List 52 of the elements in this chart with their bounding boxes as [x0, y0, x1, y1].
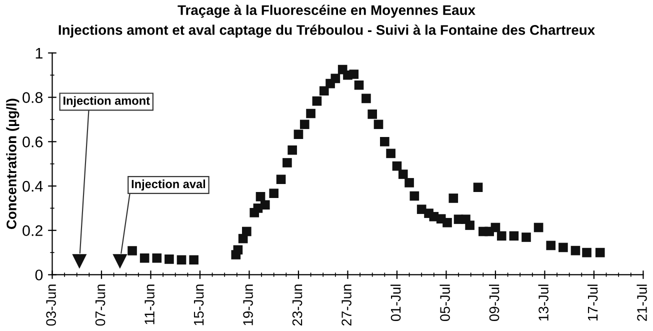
point: [448, 194, 458, 203]
point: [330, 74, 340, 84]
y-tick-label: 0.6: [22, 136, 43, 148]
point: [398, 170, 408, 179]
y-tick-label: 0.8: [22, 92, 43, 103]
point: [256, 192, 266, 202]
point: [410, 191, 420, 201]
y-tick-label: 0.4: [22, 180, 43, 192]
point: [276, 174, 286, 184]
chart-title: Traçage à la Fluorescéine en Moyennes Eaux: [178, 4, 476, 18]
y-tick-label: 0: [35, 270, 43, 280]
y-axis-title: Concentration (µg/l): [6, 98, 20, 229]
x-tick-label: 19-Jun: [243, 284, 253, 326]
point: [319, 86, 329, 96]
x-tick-label: 09-Jul: [488, 284, 500, 322]
x-tick-label: 05-Jul: [440, 284, 450, 322]
point: [465, 220, 474, 230]
x-tick-label: 23-Jun: [292, 284, 302, 326]
point: [349, 70, 359, 79]
point: [269, 188, 279, 198]
chart-subtitle: Injections amont et aval captage du Tréboulou - Suivi à la Fontaine des Chartreux: [58, 24, 595, 38]
y-tick-label: 1: [36, 48, 42, 58]
point: [442, 218, 452, 228]
point: [496, 231, 506, 241]
point: [288, 145, 297, 155]
point: [294, 130, 304, 140]
annotation: Injection aval: [132, 180, 206, 191]
point: [362, 94, 371, 104]
x-tick-label: 11-Jun: [144, 284, 154, 324]
x-tick-label: 01-Jul: [390, 284, 401, 322]
point: [300, 120, 310, 130]
point: [473, 182, 483, 192]
annotation: Injection amont: [64, 96, 150, 108]
x-tick-label: 21-Jul: [636, 284, 647, 321]
x-tick-label: 17-Jul: [587, 284, 598, 321]
point: [404, 178, 414, 188]
x-tick-label: 27-Jun: [342, 284, 352, 326]
point: [490, 222, 500, 232]
point: [306, 108, 316, 118]
x-tick-label: 15-Jun: [194, 284, 204, 326]
point: [354, 80, 364, 90]
x-tick-label: 13-Jul: [538, 284, 548, 321]
x-tick-label: 03-Jun: [46, 284, 56, 326]
point: [312, 96, 322, 106]
y-tick-label: 0.2: [22, 225, 42, 236]
point: [386, 148, 396, 158]
point: [282, 158, 292, 168]
point: [392, 161, 402, 171]
point: [368, 110, 378, 119]
x-tick-label: 07-Jun: [95, 284, 106, 326]
point: [380, 137, 390, 146]
point: [374, 120, 384, 130]
